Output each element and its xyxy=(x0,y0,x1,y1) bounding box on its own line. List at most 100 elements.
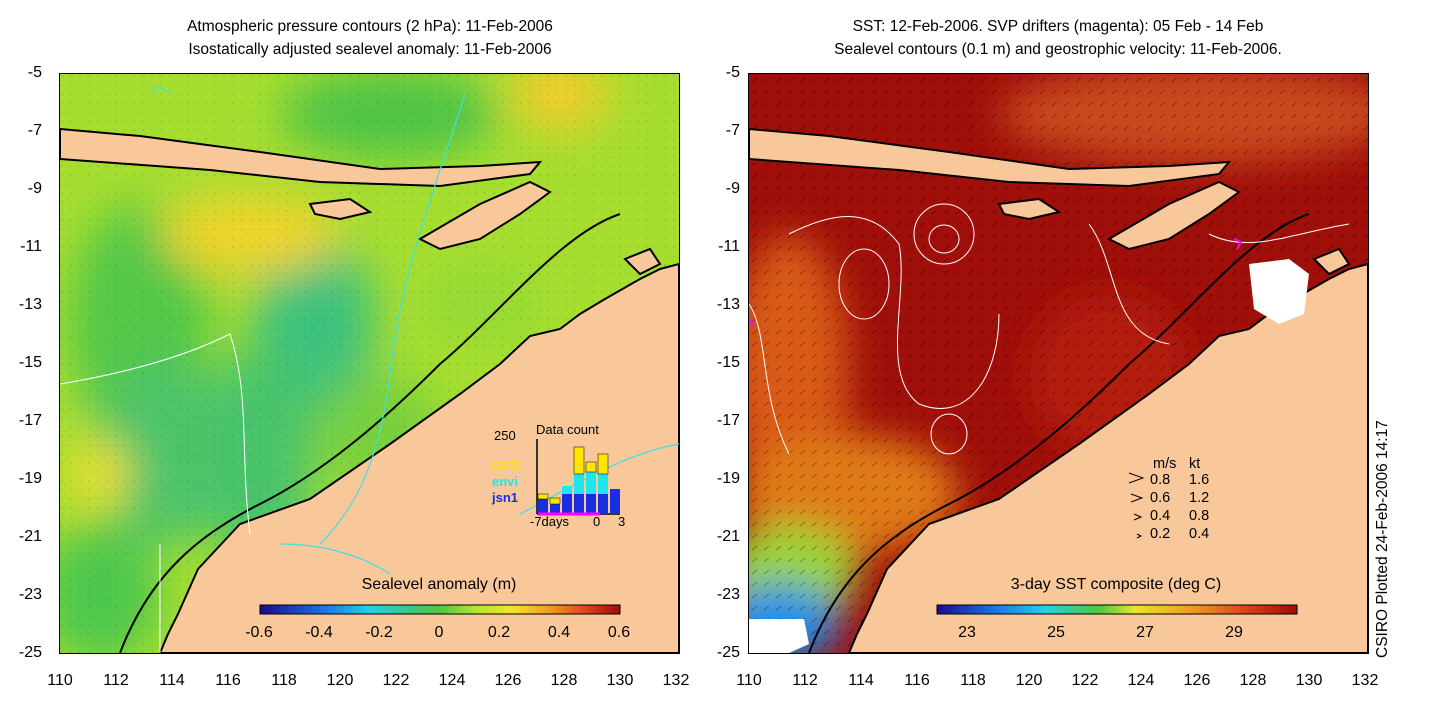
y-tick-label: -7 xyxy=(27,122,42,139)
australia-land xyxy=(158,262,679,653)
y-tick-label: -23 xyxy=(716,586,740,603)
y-tick-label: -21 xyxy=(18,528,42,545)
sla-colorbar-tick: 0 xyxy=(434,624,444,641)
timor-island xyxy=(417,180,552,251)
tanimbar-island xyxy=(1312,247,1351,276)
velocity-legend-kt: 0.8 xyxy=(1189,508,1210,524)
y-tick-label: -25 xyxy=(716,644,740,661)
y-tick-label: -13 xyxy=(716,296,740,313)
velocity-legend-arrows xyxy=(1128,472,1145,539)
drifter-track xyxy=(749,318,755,327)
sla-colorbar-tick: -0.6 xyxy=(245,624,273,641)
sealevel-anomaly-map xyxy=(59,73,680,654)
y-tick-label: -15 xyxy=(18,354,42,371)
y-tick-label: -13 xyxy=(18,296,42,313)
sealevel-map-svg xyxy=(60,74,679,653)
velocity-legend-header-kt: kt xyxy=(1189,456,1201,472)
right-title-line2: Sealevel contours (0.1 m) and geostrophi… xyxy=(834,41,1282,58)
sst-colorbar-tick: 23 xyxy=(958,624,976,641)
velocity-legend-kt: 1.6 xyxy=(1189,472,1210,488)
sumba-island xyxy=(308,197,373,221)
x-tick-label: 116 xyxy=(215,672,241,689)
x-tick-label: 122 xyxy=(1071,672,1099,689)
x-tick-label: 132 xyxy=(662,672,690,689)
velocity-legend-ms: 0.2 xyxy=(1150,526,1171,542)
x-tick-label: 110 xyxy=(47,672,73,689)
data-count-x-zero: 0 xyxy=(593,514,601,529)
right-title-line1: SST: 12-Feb-2006. SVP drifters (magenta)… xyxy=(852,18,1264,35)
velocity-legend-ms: 0.6 xyxy=(1150,490,1171,506)
y-tick-label: -19 xyxy=(716,470,740,487)
sst-colorbar-tick: 25 xyxy=(1047,624,1065,641)
y-tick-label: -23 xyxy=(18,586,42,603)
drifter-track xyxy=(1233,238,1243,250)
sst-map-svg xyxy=(749,74,1368,653)
y-tick-label: -9 xyxy=(725,180,740,197)
y-tick-label: -11 xyxy=(718,238,740,255)
velocity-legend-kt: 0.4 xyxy=(1189,526,1210,542)
sla-colorbar-tick: -0.4 xyxy=(305,624,333,641)
x-tick-label: 130 xyxy=(1295,672,1323,689)
sst-map xyxy=(748,73,1369,654)
y-tick-label: -17 xyxy=(18,412,42,429)
y-tick-label: -19 xyxy=(18,470,42,487)
sst-colorbar-tick: 29 xyxy=(1225,624,1243,641)
data-count-series-envi: envi xyxy=(492,474,519,489)
sst-colorbar-tick: 27 xyxy=(1136,624,1154,641)
data-count-x-start: -7days xyxy=(530,514,570,529)
x-tick-label: 126 xyxy=(1183,672,1211,689)
sla-colorbar-tick: -0.2 xyxy=(365,624,393,641)
java-island xyxy=(60,127,543,188)
sla-colorbar-tick: 0.2 xyxy=(487,624,511,641)
sla-colorbar xyxy=(259,604,621,615)
java-island xyxy=(749,127,1232,188)
x-tick-label: 122 xyxy=(382,672,410,689)
sla-colorbar-tick: 0.6 xyxy=(607,624,631,641)
y-tick-label: -25 xyxy=(18,644,42,661)
data-count-x-end: 3 xyxy=(618,514,626,529)
velocity-legend-ms: 0.8 xyxy=(1150,472,1171,488)
plot-credit: CSIRO Plotted 24-Feb-2006 14:17 xyxy=(1374,420,1391,658)
x-tick-label: 116 xyxy=(904,672,930,689)
y-tick-label: -17 xyxy=(716,412,740,429)
y-tick-label: -11 xyxy=(20,238,42,255)
x-tick-label: 120 xyxy=(1015,672,1043,689)
data-count-inset xyxy=(536,439,620,516)
missing-data-patch xyxy=(1249,259,1309,324)
x-tick-label: 120 xyxy=(326,672,354,689)
left-title-line2: Isostatically adjusted sealevel anomaly:… xyxy=(188,41,552,58)
australia-land xyxy=(847,262,1368,653)
sealevel-contours xyxy=(749,203,1350,455)
x-tick-label: 132 xyxy=(1351,672,1379,689)
sst-colorbar xyxy=(936,604,1298,615)
sumba-island xyxy=(997,197,1062,221)
x-tick-label: 124 xyxy=(1127,672,1155,689)
x-tick-label: 112 xyxy=(792,672,818,689)
sla-colorbar-title: Sealevel anomaly (m) xyxy=(361,576,517,593)
sla-colorbar-tick: 0.4 xyxy=(547,624,571,641)
x-tick-label: 118 xyxy=(271,672,297,689)
x-tick-label: 126 xyxy=(494,672,522,689)
data-count-max-label: 250 xyxy=(494,428,516,443)
y-tick-label: -15 xyxy=(716,354,740,371)
x-tick-label: 114 xyxy=(848,672,874,689)
x-tick-label: 112 xyxy=(103,672,129,689)
x-tick-label: 128 xyxy=(1239,672,1267,689)
velocity-legend-kt: 1.2 xyxy=(1189,490,1210,506)
y-tick-label: -5 xyxy=(27,64,42,81)
x-tick-label: 124 xyxy=(438,672,466,689)
sst-colorbar-title: 3-day SST composite (deg C) xyxy=(1010,576,1222,593)
x-tick-label: 110 xyxy=(736,672,762,689)
x-tick-label: 130 xyxy=(606,672,634,689)
data-count-series-jsn1: jsn1 xyxy=(492,490,519,505)
missing-data-patch xyxy=(749,619,809,653)
y-tick-label: -5 xyxy=(725,64,740,81)
y-tick-label: -7 xyxy=(725,122,740,139)
y-tick-label: -21 xyxy=(716,528,740,545)
x-tick-label: 118 xyxy=(960,672,986,689)
timor-island xyxy=(1106,180,1241,251)
velocity-legend-ms: 0.4 xyxy=(1150,508,1171,524)
data-count-series-gfo: GFO xyxy=(492,458,521,473)
x-tick-label: 128 xyxy=(550,672,578,689)
velocity-legend-header-ms: m/s xyxy=(1153,456,1177,472)
